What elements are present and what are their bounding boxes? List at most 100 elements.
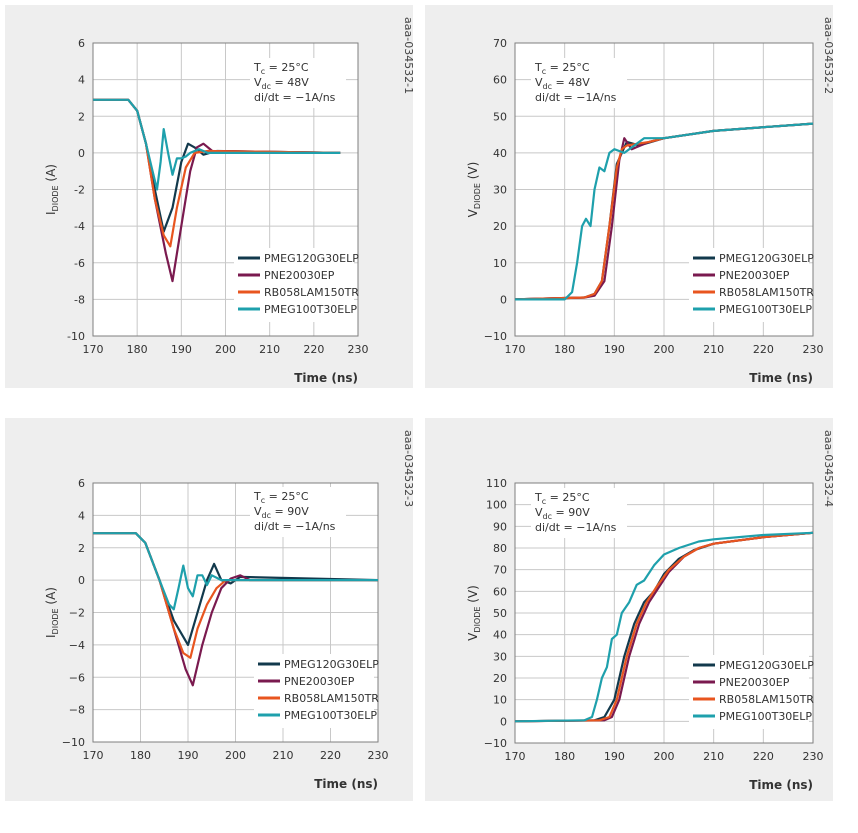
x-tick-label: 220 [753,750,774,763]
y-tick-label: 50 [493,607,507,620]
x-tick-label: 180 [554,343,575,356]
y-tick-label: 30 [493,650,507,663]
legend-label: PMEG100T30ELP [719,710,812,723]
figure-id: aaa-034532-2 [822,17,833,94]
y-tick-label: 0 [78,147,85,160]
y-tick-label: 80 [493,542,507,555]
legend-label: PMEG120G30ELP [719,659,814,672]
x-tick-label: 190 [604,343,625,356]
y-tick-label: −10 [62,736,85,749]
x-tick-label: 230 [803,343,824,356]
x-axis-label: Time (ns) [314,777,378,791]
x-tick-label: 210 [703,750,724,763]
y-axis-label: IDIODE (A) [44,164,60,215]
y-tick-label: −10 [484,737,507,750]
series-line [514,531,814,723]
y-tick-label: 40 [493,147,507,160]
y-tick-label: 0 [500,293,507,306]
y-tick-label: −4 [69,639,85,652]
chart-4: 170 180 190 200 210 220 230 −10 0 10 20 30 40 50 60 70 8… [466,430,833,792]
chart-panel-2: 170 180 190 200 210 220 230 −10 0 10 20 30 40 50 60 70 T… [425,5,833,388]
legend-label: PNE20030EP [284,675,355,688]
chart-panel-3: 170 180 190 200 210 220 230 −10 −8 −6 −4 −2 0 2 4 6 Time… [5,418,413,801]
y-tick-label: -8 [74,293,85,306]
condition-text: di/dt = −1A/ns [535,521,617,534]
x-tick-label: 210 [703,343,724,356]
y-tick-label: 6 [78,477,85,490]
figure-id: aaa-034532-3 [402,430,413,507]
legend-label: RB058LAM150TR [264,286,359,299]
x-tick-label: 180 [130,749,151,762]
y-tick-label: 10 [493,694,507,707]
y-tick-label: −10 [484,330,507,343]
y-axis-label: VDIODE (V) [466,585,482,641]
x-tick-label: 180 [127,343,148,356]
y-tick-label: −2 [69,607,85,620]
y-tick-label: 20 [493,220,507,233]
condition-text: di/dt = −1A/ns [535,91,617,104]
condition-text: Vdc = 90V [254,505,309,520]
legend-label: PMEG100T30ELP [264,303,357,316]
figure-id: aaa-034532-1 [402,17,413,94]
series-line [93,98,341,191]
series-line [514,531,814,723]
figure-id: aaa-034532-4 [822,430,833,507]
legend-label: PMEG120G30ELP [264,252,359,265]
y-tick-label: 2 [78,542,85,555]
y-tick-label: 60 [493,74,507,87]
condition-text: Tc = 25°C [253,61,309,76]
x-axis-label: Time (ns) [749,371,813,385]
condition-text: Vdc = 48V [535,76,590,91]
x-tick-label: 210 [273,749,294,762]
y-tick-label: 110 [486,477,507,490]
x-tick-label: 220 [753,343,774,356]
chart-1: 170 180 190 200 210 220 230 -10 -8 -6 -4 -2 0 2 4 6 Time… [44,17,413,385]
plot-frame [92,482,379,743]
y-tick-label: -6 [74,257,85,270]
x-tick-label: 200 [215,343,236,356]
chart-panel-1: 170 180 190 200 210 220 230 -10 -8 -6 -4 -2 0 2 4 6 Time… [5,5,413,388]
legend-label: PNE20030EP [719,269,790,282]
y-tick-label: 70 [493,37,507,50]
x-tick-label: 220 [303,343,324,356]
chart-3: 170 180 190 200 210 220 230 −10 −8 −6 −4 −2 0 2 4 6 Time… [44,430,413,791]
conditions-box [250,58,346,108]
y-tick-label: 70 [493,564,507,577]
x-tick-label: 200 [654,343,675,356]
y-tick-label: 40 [493,629,507,642]
x-tick-label: 230 [368,749,389,762]
y-tick-label: 0 [500,715,507,728]
condition-text: Vdc = 48V [254,76,309,91]
y-tick-label: -2 [74,184,85,197]
legend-label: RB058LAM150TR [719,693,814,706]
x-tick-label: 170 [505,343,526,356]
y-tick-label: 6 [78,37,85,50]
x-tick-label: 210 [259,343,280,356]
y-axis-label: IDIODE (A) [44,587,60,638]
y-tick-label: 60 [493,585,507,598]
x-tick-label: 170 [505,750,526,763]
series-line [93,532,378,611]
chart-2: 170 180 190 200 210 220 230 −10 0 10 20 30 40 50 60 70 T… [466,17,833,385]
x-tick-label: 230 [803,750,824,763]
x-tick-label: 190 [604,750,625,763]
x-tick-label: 170 [83,343,104,356]
x-axis-label: Time (ns) [294,371,358,385]
plot-frame [514,42,814,337]
y-tick-label: 4 [78,74,85,87]
x-tick-label: 230 [348,343,369,356]
x-tick-label: 200 [654,750,675,763]
legend-label: PMEG100T30ELP [284,709,377,722]
condition-text: di/dt = −1A/ns [254,91,336,104]
y-axis-label: VDIODE (V) [466,162,482,218]
conditions-box [250,487,346,537]
plot-frame [514,482,814,744]
y-tick-label: −8 [69,704,85,717]
legend-label: PMEG120G30ELP [284,658,379,671]
y-tick-label: 20 [493,672,507,685]
y-tick-label: 50 [493,110,507,123]
y-tick-label: 4 [78,509,85,522]
x-tick-label: 220 [320,749,341,762]
x-tick-label: 180 [554,750,575,763]
legend-label: PNE20030EP [264,269,335,282]
